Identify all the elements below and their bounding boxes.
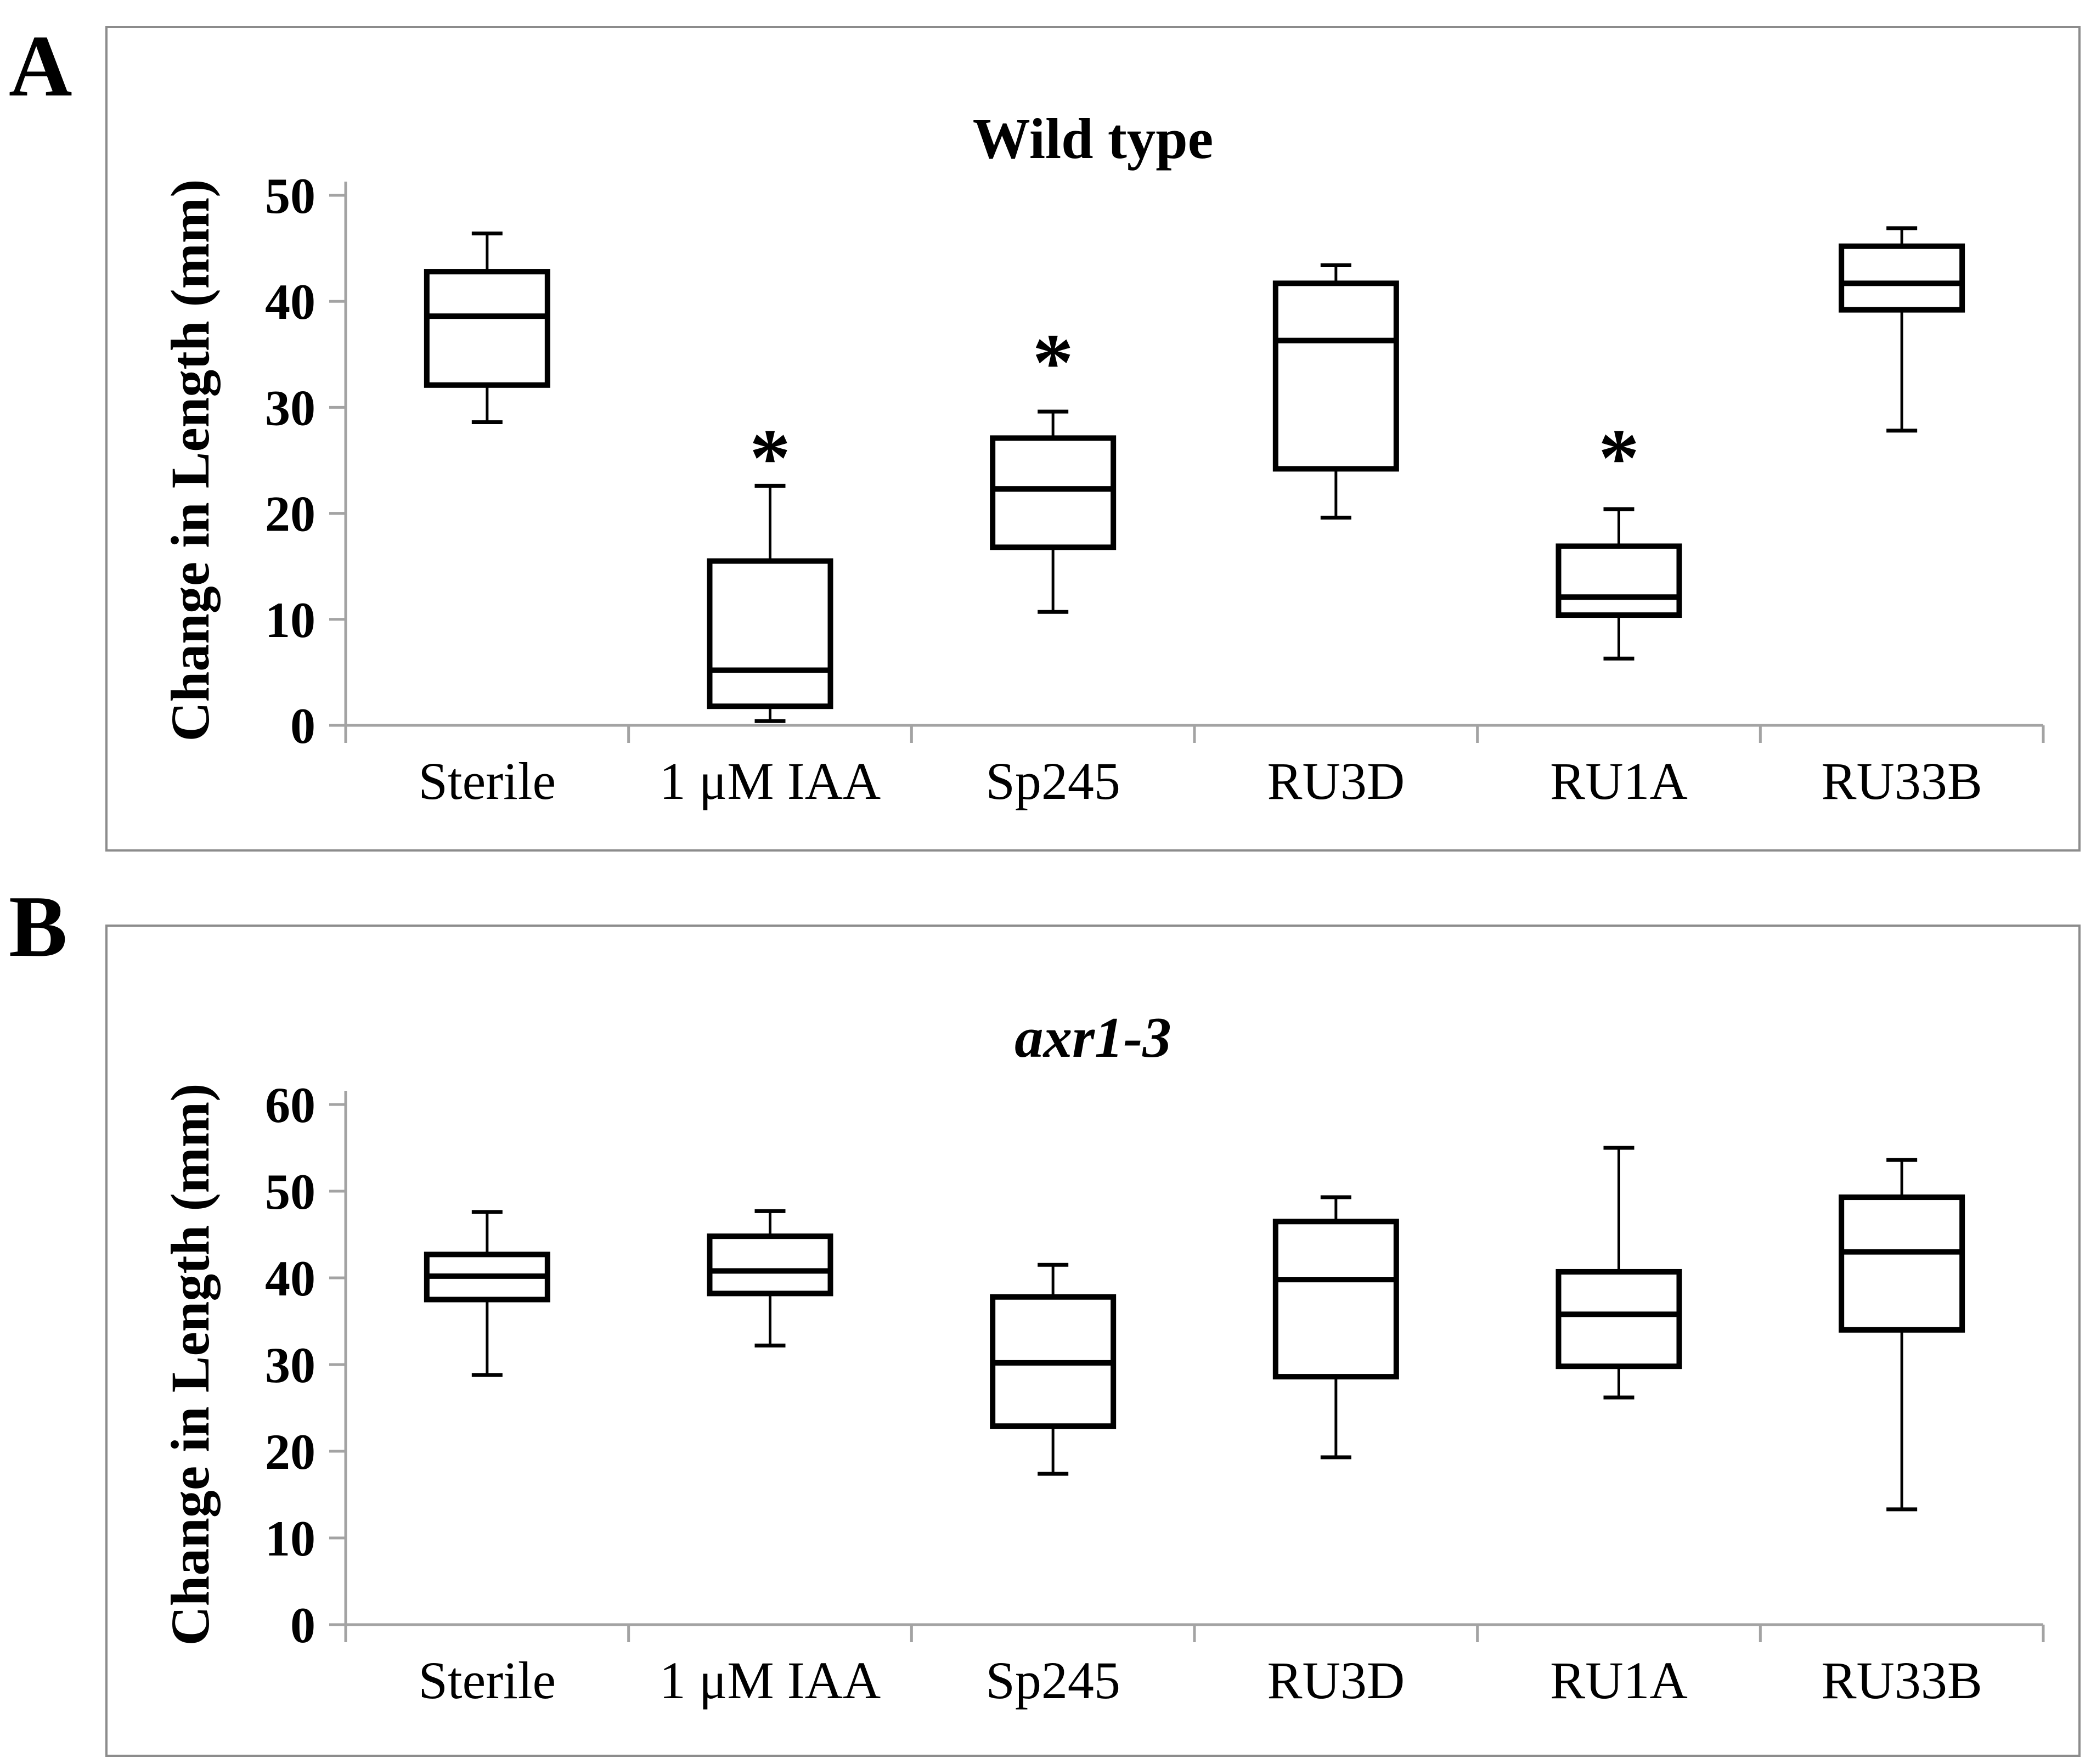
category-label: Sp245 [985, 752, 1120, 810]
significance-asterisk: * [749, 413, 791, 504]
panel-a: Wild type Change in Length (mm) 0 10 20 30 40 5… [105, 26, 2081, 852]
iqr-box [1272, 280, 1399, 472]
panel-b-letter: B [9, 877, 67, 975]
y-tick-label: 0 [290, 1597, 315, 1653]
y-tick-label: 50 [265, 168, 315, 224]
y-tick-label: 60 [265, 1077, 315, 1133]
panel-a-chart: Wild type Change in Length (mm) 0 10 20 30 40 5… [160, 106, 2045, 810]
boxplot-RU33B [1839, 1158, 1965, 1512]
category-label: RU33B [1821, 1651, 1982, 1710]
y-tick-label: 10 [265, 592, 315, 648]
y-tick-label: 40 [265, 274, 315, 330]
category-label: Sterile [419, 1651, 556, 1710]
category-label: 1 μM IAA [660, 1651, 881, 1710]
significance-asterisk: * [1033, 317, 1074, 408]
boxplot-Sterile [424, 232, 550, 424]
iqr-box [424, 269, 550, 388]
iqr-box [707, 558, 833, 709]
panel-title: axr1-3 [1014, 1005, 1171, 1069]
category-label: RU3D [1267, 1651, 1405, 1710]
boxplot-Sterile [424, 1210, 550, 1377]
y-tick-label: 20 [265, 486, 315, 542]
boxplot-RU3D [1272, 263, 1399, 520]
category-label: Sterile [419, 752, 556, 810]
panel-b-chart: axr1-3 Change in Length (mm) 0 10 20 30 40 50 60… [160, 1005, 2045, 1710]
iqr-box [707, 1233, 833, 1297]
y-axis-title: Change in Length (mm) [160, 179, 221, 741]
category-label: Sp245 [985, 1651, 1120, 1710]
boxplot-Sp245: * [990, 317, 1117, 614]
category-label: 1 μM IAA [660, 752, 881, 810]
iqr-box [1555, 543, 1682, 618]
boxplot-RU3D [1272, 1195, 1399, 1459]
iqr-box [1839, 1194, 1965, 1333]
significance-asterisk: * [1598, 413, 1639, 504]
category-label: RU1A [1550, 752, 1688, 810]
y-tick-label: 30 [265, 380, 315, 436]
boxplot-RU1A [1555, 1146, 1682, 1400]
iqr-box [1555, 1269, 1682, 1370]
iqr-box [1839, 243, 1965, 313]
panel-title: Wild type [973, 106, 1214, 171]
iqr-box [990, 435, 1117, 550]
boxplot-1 μM IAA: * [707, 413, 833, 723]
panel-a-letter: A [9, 17, 72, 115]
y-tick-label: 20 [265, 1424, 315, 1480]
y-tick-label: 50 [265, 1164, 315, 1220]
y-tick-label: 0 [290, 698, 315, 754]
category-label: RU1A [1550, 1651, 1688, 1710]
y-axis-title: Change in Length (mm) [160, 1083, 221, 1645]
panel-b: axr1-3 Change in Length (mm) 0 10 20 30 40 50 60… [105, 925, 2081, 1757]
y-tick-label: 30 [265, 1337, 315, 1393]
boxplot-RU33B [1839, 226, 1965, 433]
boxplot-Sp245 [990, 1263, 1117, 1476]
boxplot-1 μM IAA [707, 1209, 833, 1348]
boxplot-RU1A: * [1555, 413, 1682, 661]
y-tick-label: 40 [265, 1250, 315, 1306]
iqr-box [1272, 1219, 1399, 1380]
category-label: RU3D [1267, 752, 1405, 810]
y-tick-label: 10 [265, 1511, 315, 1566]
category-label: RU33B [1821, 752, 1982, 810]
